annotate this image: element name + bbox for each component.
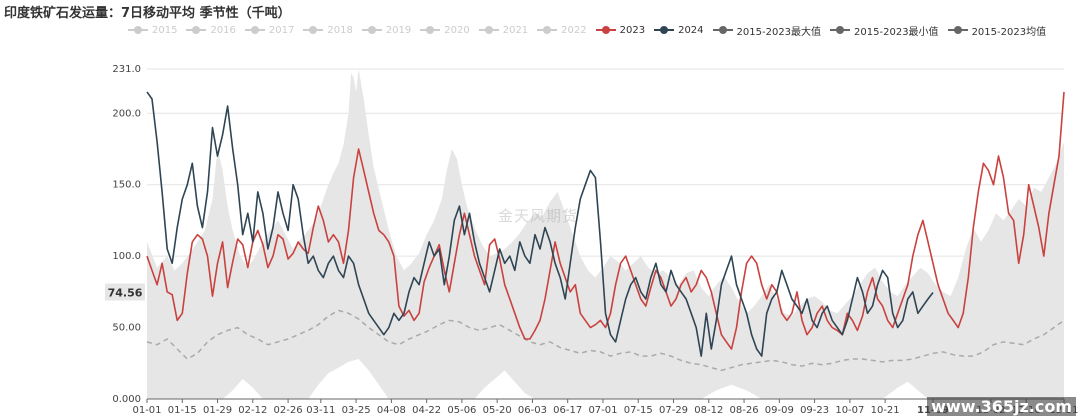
legend-label: 2018: [327, 24, 353, 36]
site-brand: www.365jz.com: [927, 397, 1076, 416]
y-tick-label: 0.000: [112, 394, 141, 405]
legend-swatch-icon: [595, 25, 616, 35]
series-2024-line: [146, 91, 934, 357]
legend-item-0[interactable]: 2015: [128, 25, 177, 36]
watermark: 金天风期货: [498, 207, 579, 225]
x-tick-label: 07-29: [659, 405, 688, 416]
x-tick-label: 01-29: [203, 405, 232, 416]
legend-swatch-icon: [830, 25, 851, 35]
x-tick-label: 09-23: [800, 405, 829, 416]
y-tick-label: 100.0: [112, 251, 141, 262]
x-tick-label: 10-21: [871, 405, 900, 416]
x-tick-label: 08-26: [730, 405, 759, 416]
legend-label: 2022: [561, 24, 587, 36]
y-tick-label: 50.00: [112, 323, 141, 334]
legend-label: 2021: [502, 24, 529, 36]
legend-swatch-icon: [361, 25, 382, 35]
legend-item-11[interactable]: 2015-2023最小值: [830, 23, 939, 38]
legend-label: 2017: [268, 24, 295, 36]
legend-label: 2024: [678, 24, 704, 36]
x-tick-label: 09-09: [765, 405, 794, 416]
legend-item-7[interactable]: 2022: [537, 24, 587, 36]
legend-swatch-icon: [420, 25, 441, 35]
series-avg-line: [146, 309, 1065, 372]
x-tick-label: 10-07: [835, 405, 864, 416]
x-tick-label: 02-26: [274, 405, 303, 416]
legend-swatch-icon: [128, 25, 148, 35]
y-tick-label: 231.0: [112, 64, 141, 75]
chart-title: 印度铁矿石发运量：7日移动平均 季节性（千吨）: [4, 6, 291, 21]
x-tick-label: 08-12: [694, 405, 723, 416]
y-tick-label: 150.0: [112, 180, 141, 191]
legend-swatch-icon: [537, 25, 558, 35]
legend-swatch-icon: [947, 25, 968, 35]
legend-swatch-icon: [712, 25, 733, 35]
legend-item-2[interactable]: 2017: [244, 24, 295, 36]
legend-label: 2019: [385, 24, 412, 36]
legend-item-6[interactable]: 2021: [478, 24, 529, 36]
legend-label: 2015: [152, 24, 178, 36]
legend-item-5[interactable]: 2020: [420, 24, 470, 36]
x-tick-label: 04-22: [412, 405, 441, 416]
series-2023-line: [146, 91, 1065, 350]
legend-swatch-icon: [186, 25, 207, 35]
x-tick-label: 05-06: [447, 405, 476, 416]
legend-swatch-icon: [478, 25, 499, 35]
chart-legend: 2015 2016 2017 2018 2019 2020 2021 2022 2023 2024…: [128, 22, 1055, 38]
x-tick-label: 01-01: [132, 405, 161, 416]
x-tick-label: 04-08: [377, 405, 406, 416]
legend-item-10[interactable]: 2015-2023最大值: [712, 23, 822, 38]
x-tick-label: 01-15: [168, 405, 197, 416]
legend-label: 2016: [210, 24, 236, 36]
legend-swatch-icon: [244, 25, 265, 35]
legend-label: 2015-2023最大值: [736, 26, 822, 38]
crosshair-y-label: 74.56: [108, 286, 143, 299]
x-tick-label: 02-12: [238, 405, 267, 416]
series-max-area: [147, 69, 1064, 399]
legend-item-9[interactable]: 2024: [654, 24, 704, 36]
series-min-area: [147, 359, 1064, 399]
x-tick-label: 03-11: [306, 405, 335, 416]
legend-item-1[interactable]: 2016: [186, 24, 236, 36]
x-tick-label: 05-20: [483, 405, 512, 416]
crosshair-y-label-bg: [105, 283, 145, 301]
legend-label: 2015-2023最小值: [854, 26, 939, 38]
legend-item-8[interactable]: 2023: [595, 24, 646, 36]
legend-item-12[interactable]: 2015-2023均值: [947, 23, 1047, 38]
legend-item-3[interactable]: 2018: [303, 24, 353, 36]
x-tick-label: 07-15: [624, 405, 653, 416]
x-tick-label: 07-01: [588, 405, 617, 416]
x-tick-label: 03-25: [342, 405, 371, 416]
legend-swatch-icon: [303, 25, 324, 35]
legend-item-4[interactable]: 2019: [361, 24, 412, 36]
legend-label: 2020: [444, 24, 470, 36]
legend-swatch-icon: [654, 25, 675, 35]
x-tick-label: 06-03: [518, 405, 547, 416]
y-tick-label: 200.0: [112, 108, 141, 119]
legend-label: 2023: [619, 24, 646, 36]
legend-label: 2015-2023均值: [971, 26, 1047, 38]
x-tick-label: 06-17: [553, 405, 582, 416]
